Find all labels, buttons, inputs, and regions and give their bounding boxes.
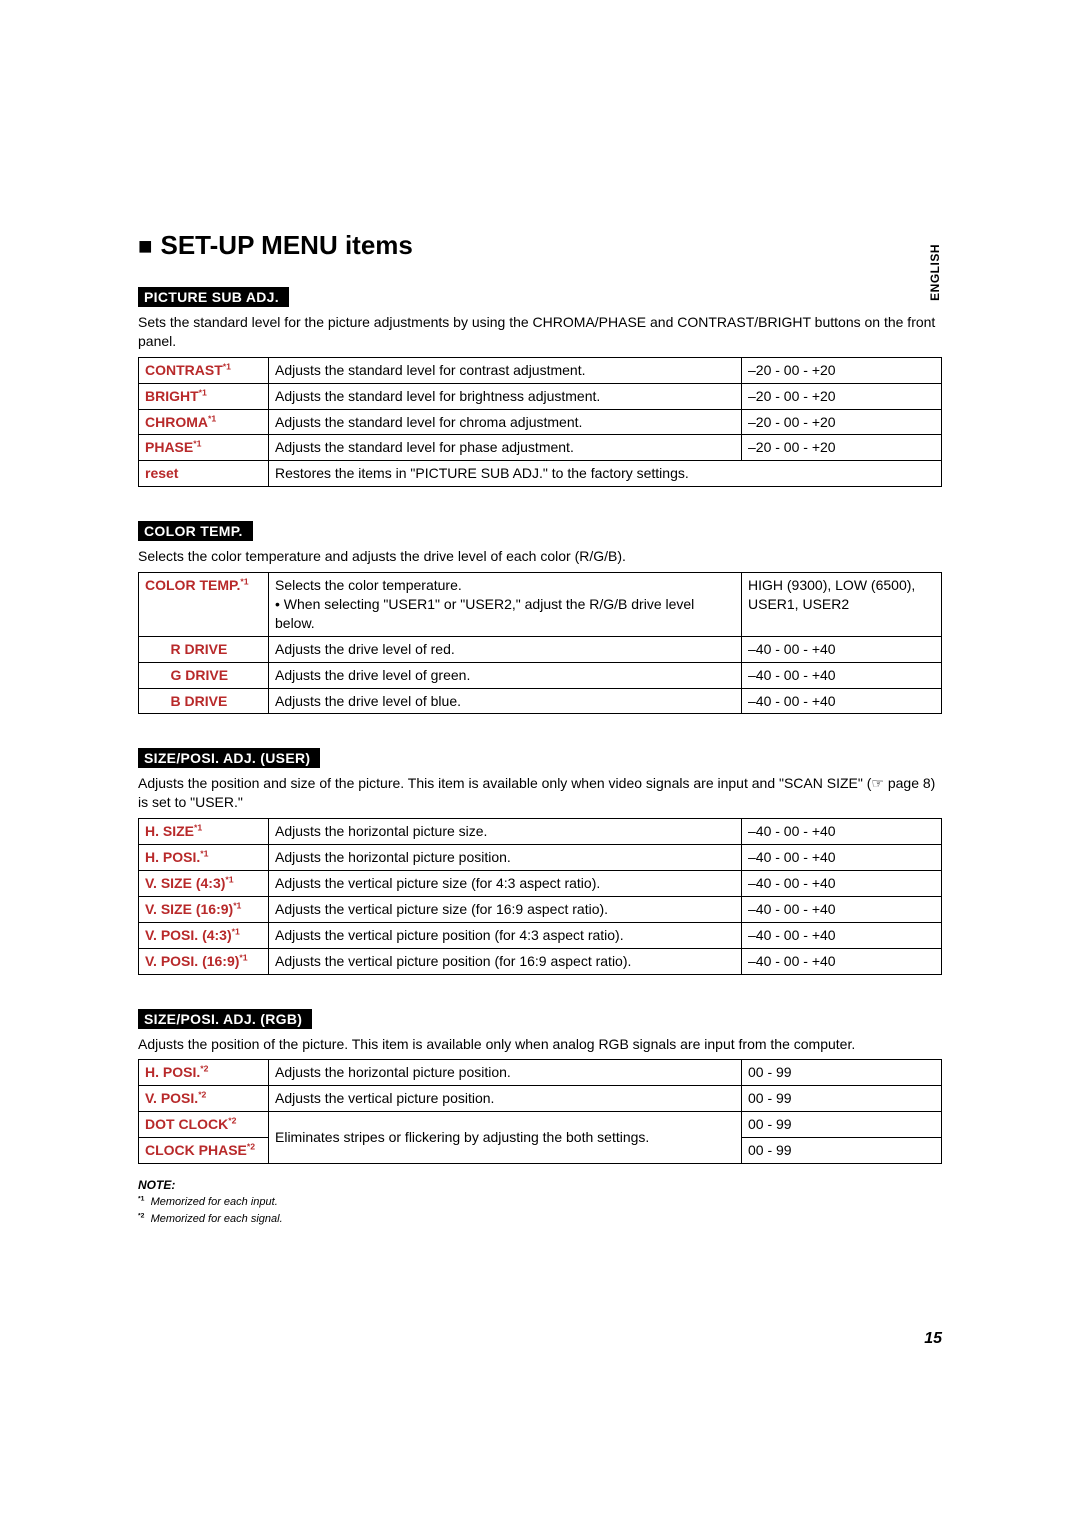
size-posi-rgb-table: H. POSI.*2 Adjusts the horizontal pictur… xyxy=(138,1059,942,1164)
table-row: reset Restores the items in "PICTURE SUB… xyxy=(139,461,942,487)
table-row: H. SIZE*1 Adjusts the horizontal picture… xyxy=(139,819,942,845)
table-row: V. SIZE (16:9)*1 Adjusts the vertical pi… xyxy=(139,896,942,922)
table-row: H. POSI.*2 Adjusts the horizontal pictur… xyxy=(139,1060,942,1086)
title-text: SET-UP MENU items xyxy=(161,230,413,260)
section-desc: Adjusts the position and size of the pic… xyxy=(138,774,942,812)
color-temp-table: COLOR TEMP.*1 Selects the color temperat… xyxy=(138,572,942,714)
table-row: DOT CLOCK*2 Eliminates stripes or flicke… xyxy=(139,1112,942,1138)
table-row: V. POSI. (16:9)*1 Adjusts the vertical p… xyxy=(139,948,942,974)
size-posi-user-table: H. SIZE*1 Adjusts the horizontal picture… xyxy=(138,818,942,974)
table-row: BRIGHT*1 Adjusts the standard level for … xyxy=(139,383,942,409)
page-title: ■SET-UP MENU items xyxy=(138,230,942,261)
table-row: R DRIVE Adjusts the drive level of red. … xyxy=(139,636,942,662)
language-tab: ENGLISH xyxy=(928,244,942,301)
table-row: G DRIVE Adjusts the drive level of green… xyxy=(139,662,942,688)
section-heading-size-posi-user: SIZE/POSI. ADJ. (USER) xyxy=(138,748,320,768)
table-row: V. SIZE (4:3)*1 Adjusts the vertical pic… xyxy=(139,871,942,897)
reference-icon: ☞ xyxy=(871,775,884,791)
section-desc: Adjusts the position of the picture. Thi… xyxy=(138,1035,942,1054)
table-row: V. POSI.*2 Adjusts the vertical picture … xyxy=(139,1086,942,1112)
section-heading-color-temp: COLOR TEMP. xyxy=(138,521,253,541)
page-number: 15 xyxy=(924,1330,942,1348)
table-row: CHROMA*1 Adjusts the standard level for … xyxy=(139,409,942,435)
picture-sub-table: CONTRAST*1 Adjusts the standard level fo… xyxy=(138,357,942,487)
table-row: COLOR TEMP.*1 Selects the color temperat… xyxy=(139,573,942,637)
table-row: H. POSI.*1 Adjusts the horizontal pictur… xyxy=(139,845,942,871)
section-heading-picture-sub: PICTURE SUB ADJ. xyxy=(138,287,289,307)
table-row: B DRIVE Adjusts the drive level of blue.… xyxy=(139,688,942,714)
note-heading: NOTE: xyxy=(138,1176,942,1194)
section-desc: Selects the color temperature and adjust… xyxy=(138,547,942,566)
note-block: NOTE: *1 Memorized for each input. *2 Me… xyxy=(138,1176,942,1227)
section-heading-size-posi-rgb: SIZE/POSI. ADJ. (RGB) xyxy=(138,1009,312,1029)
table-row: V. POSI. (4:3)*1 Adjusts the vertical pi… xyxy=(139,922,942,948)
table-row: CONTRAST*1 Adjusts the standard level fo… xyxy=(139,357,942,383)
table-row: PHASE*1 Adjusts the standard level for p… xyxy=(139,435,942,461)
section-desc: Sets the standard level for the picture … xyxy=(138,313,942,351)
